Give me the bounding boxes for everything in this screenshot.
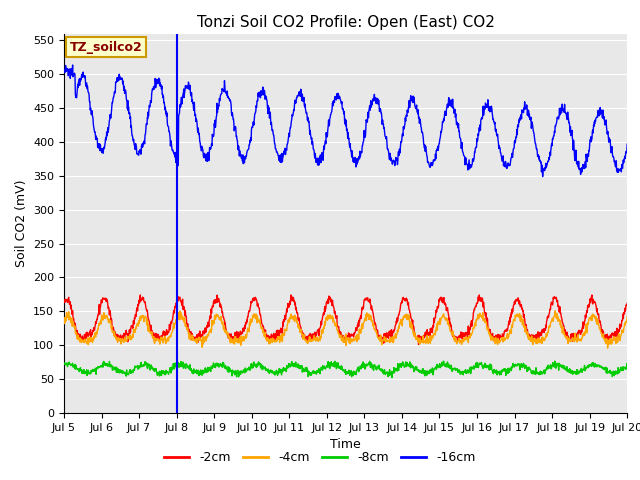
Title: Tonzi Soil CO2 Profile: Open (East) CO2: Tonzi Soil CO2 Profile: Open (East) CO2 bbox=[196, 15, 495, 30]
Legend: -2cm, -4cm, -8cm, -16cm: -2cm, -4cm, -8cm, -16cm bbox=[159, 446, 481, 469]
X-axis label: Time: Time bbox=[330, 438, 361, 451]
Y-axis label: Soil CO2 (mV): Soil CO2 (mV) bbox=[15, 180, 28, 267]
Text: TZ_soilco2: TZ_soilco2 bbox=[70, 41, 142, 54]
